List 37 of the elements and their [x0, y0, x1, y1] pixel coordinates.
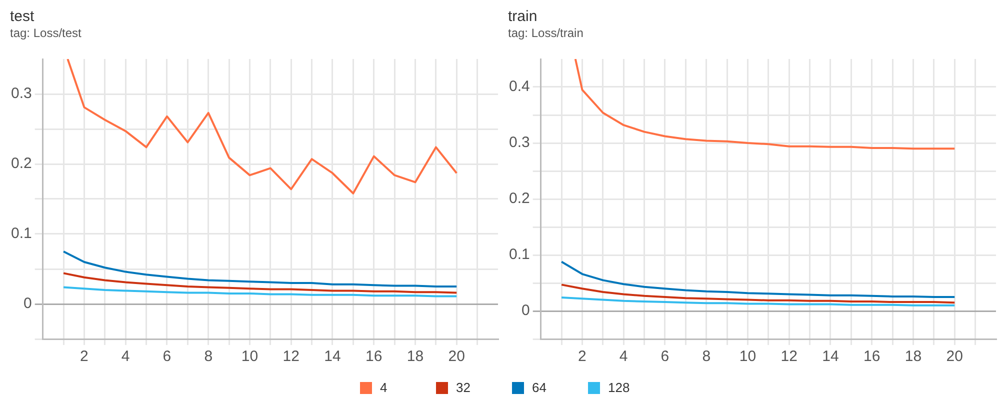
y-tick-label: 0.2	[10, 155, 32, 172]
x-tick-label: 6	[162, 348, 172, 366]
y-tick-label: 0.1	[10, 225, 32, 242]
x-tick-label: 8	[204, 348, 213, 366]
x-tick-label: 10	[739, 348, 756, 366]
legend-label: 4	[380, 380, 388, 395]
x-tick-label: 14	[324, 348, 341, 366]
x-tick-label: 4	[121, 348, 130, 366]
x-tick-label: 10	[241, 348, 258, 366]
x-tick-label: 12	[780, 348, 798, 366]
x-tick-label: 2	[578, 348, 586, 366]
legend-label: 128	[608, 380, 630, 395]
y-tick-label: 0.3	[10, 85, 32, 102]
x-tick-label: 2	[80, 348, 88, 366]
y-tick-label: 0	[24, 295, 32, 312]
x-tick-label: 20	[448, 348, 465, 366]
y-tick-label: 0	[522, 302, 530, 320]
chart-subtitle: tag: Loss/test	[10, 25, 82, 41]
legend-label: 32	[456, 380, 470, 395]
chart-title: test	[10, 8, 36, 25]
x-tick-label: 8	[702, 348, 711, 366]
x-tick-label: 16	[864, 348, 880, 366]
chart-subtitle: tag: Loss/train	[508, 25, 584, 41]
x-tick-label: 6	[660, 348, 670, 366]
x-tick-label: 14	[822, 348, 839, 366]
x-tick-label: 4	[619, 348, 628, 366]
x-tick-label: 12	[282, 348, 300, 366]
x-tick-label: 20	[946, 348, 963, 366]
legend-label: 64	[532, 380, 546, 395]
x-tick-label: 18	[406, 348, 424, 366]
chart-title: train	[508, 8, 538, 25]
y-tick-label: 0.4	[508, 78, 530, 96]
y-tick-label: 0.2	[508, 190, 530, 208]
x-tick-label: 16	[366, 348, 382, 366]
y-tick-label: 0.3	[508, 134, 530, 152]
y-tick-label: 0.1	[508, 246, 530, 264]
x-tick-label: 18	[904, 348, 922, 366]
